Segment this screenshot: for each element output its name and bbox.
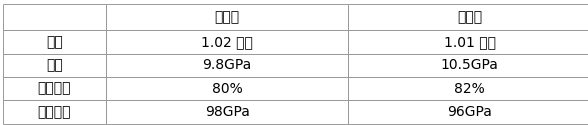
Text: 辐照后: 辐照后: [457, 10, 482, 24]
Text: 98GPa: 98GPa: [205, 105, 249, 119]
Text: 1.01 微米: 1.01 微米: [444, 35, 496, 49]
Text: 辐照前: 辐照前: [215, 10, 240, 24]
Text: 硬度: 硬度: [46, 58, 63, 72]
Text: 80%: 80%: [212, 82, 242, 96]
Text: 96GPa: 96GPa: [447, 105, 492, 119]
Text: 10.5GPa: 10.5GPa: [441, 58, 499, 72]
Text: 1.02 微米: 1.02 微米: [201, 35, 253, 49]
Text: 9.8GPa: 9.8GPa: [202, 58, 252, 72]
Text: 厚度: 厚度: [46, 35, 63, 49]
Text: 弹性模量: 弹性模量: [38, 105, 71, 119]
Text: 弹性恢复: 弹性恢复: [38, 82, 71, 96]
Text: 82%: 82%: [455, 82, 485, 96]
